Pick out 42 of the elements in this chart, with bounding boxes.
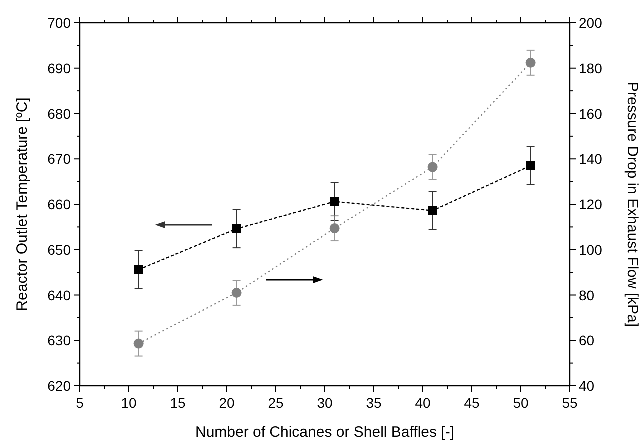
x-tick-label: 35 <box>366 395 382 411</box>
y-tick-label: 660 <box>48 196 72 212</box>
y2-tick-label: 80 <box>579 287 595 304</box>
point <box>134 265 144 274</box>
x-tick-label: 20 <box>219 395 235 411</box>
point <box>330 224 340 234</box>
x-tick-label: 10 <box>121 395 137 411</box>
x-tick-label: 5 <box>76 395 84 411</box>
x-tick-label: 45 <box>464 395 480 411</box>
point <box>526 161 536 170</box>
y-tick-label: 700 <box>48 15 72 31</box>
x-tick-label: 50 <box>513 395 529 411</box>
y2-tick-label: 140 <box>579 151 603 168</box>
point <box>134 338 144 349</box>
x-tick-label: 55 <box>562 395 578 411</box>
y-tick-label: 670 <box>48 151 72 168</box>
y-tick-label: 640 <box>48 287 72 304</box>
y-tick-label: 690 <box>48 60 72 76</box>
y2-tick-label: 160 <box>579 106 603 122</box>
y2-tick-label: 200 <box>579 15 603 31</box>
point <box>428 206 438 216</box>
y-tick-label: 680 <box>48 106 72 122</box>
point <box>428 162 438 172</box>
y2-tick-label: 60 <box>579 332 595 349</box>
point <box>232 288 242 298</box>
y-tick-label: 630 <box>48 332 72 349</box>
y2-tick-label: 100 <box>579 242 603 258</box>
y2-tick-label: 40 <box>579 378 595 394</box>
y-axis-title: Reactor Outlet Temperature [ºC] <box>14 98 31 312</box>
y2-tick-label: 180 <box>579 60 603 76</box>
point <box>330 197 340 206</box>
y2-tick-label: 120 <box>579 196 603 212</box>
y-tick-label: 650 <box>48 242 72 258</box>
y-tick-label: 620 <box>48 378 72 394</box>
x-tick-label: 15 <box>170 395 186 411</box>
point <box>232 224 242 234</box>
x-tick-label: 30 <box>317 395 333 411</box>
y2-axis-title: Pressure Drop in Exhaust Flow [kPa] <box>624 82 641 328</box>
x-axis-title: Number of Chicanes or Shell Baffles [-] <box>195 424 455 441</box>
x-tick-label: 25 <box>268 395 284 411</box>
x-tick-label: 40 <box>415 395 431 411</box>
point <box>526 58 536 68</box>
